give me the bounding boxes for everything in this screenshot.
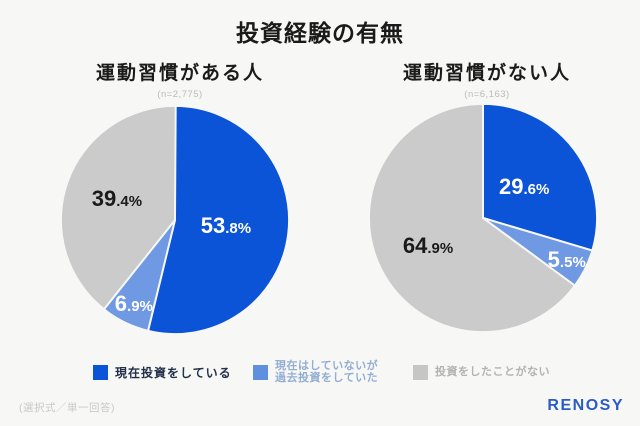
legend-item-current: 現在投資をしている — [93, 358, 232, 386]
pie-slice-current — [482, 102, 599, 252]
left-pie-svg — [59, 104, 290, 336]
legend-item-past: 現在はしていないが 過去投資をしていた — [253, 358, 378, 386]
right-pie-chart: 29.6% 5.5% 64.9% — [365, 100, 601, 336]
left-chart-header: 運動習慣がある人 (n=2,775) — [35, 58, 325, 100]
left-chart-title: 運動習慣がある人 — [95, 63, 264, 84]
legend-label-never: 投資をしたことがない — [435, 365, 550, 378]
legend-item-never: 投資をしたことがない — [413, 358, 550, 386]
right-chart-sample-size: (n=6,163) — [464, 89, 510, 100]
pie-slice-never — [368, 102, 576, 334]
legend-swatch-past — [253, 364, 268, 380]
right-chart-title: 運動習慣がない人 — [402, 63, 571, 84]
legend-label-past-line1: 現在はしていないが — [275, 359, 379, 372]
left-pie-chart: 53.8% 6.9% 39.4% — [57, 102, 293, 338]
pie-slice-never — [59, 104, 177, 311]
brand-logo: RENOSY — [547, 397, 624, 414]
right-pie-svg — [368, 102, 599, 334]
footnote: (選択式／単一回答) — [19, 402, 115, 414]
legend-label-past-line2: 過去投資をしていた — [275, 372, 379, 384]
pie-slice-current — [147, 104, 290, 336]
right-chart-header: 運動習慣がない人 (n=6,163) — [342, 58, 632, 100]
legend-swatch-never — [413, 364, 428, 380]
left-chart-sample-size: (n=2,775) — [157, 89, 203, 100]
legend-label-past: 現在はしていないが 過去投資をしていた — [275, 360, 378, 385]
legend-swatch-current — [93, 364, 108, 380]
legend-label-current: 現在投資をしている — [115, 365, 232, 380]
page-title: 投資経験の有無 — [236, 20, 404, 46]
legend: 現在投資をしている 現在はしていないが 過去投資をしていた 投資をしたことがない — [0, 358, 640, 388]
